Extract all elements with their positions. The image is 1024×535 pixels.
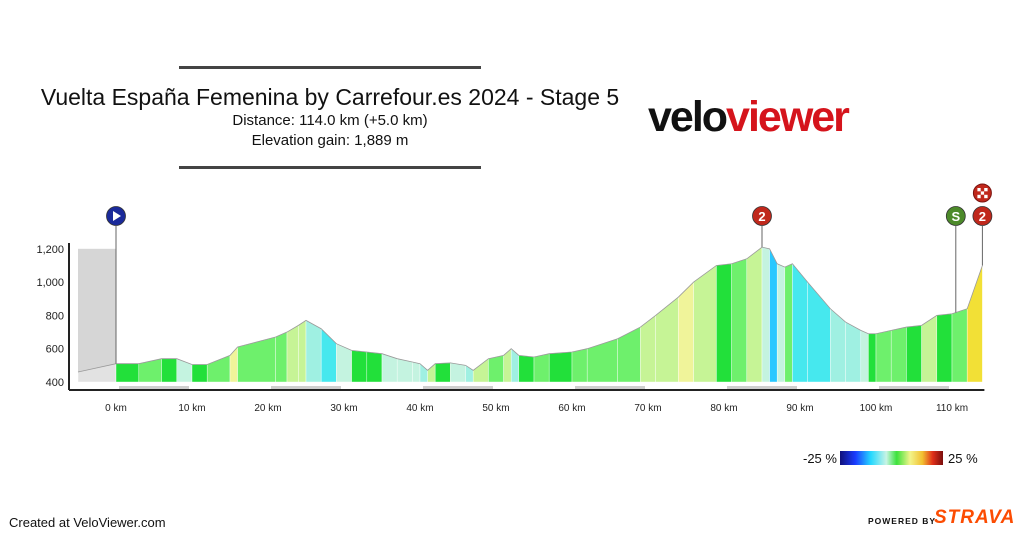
elevation-text: Elevation gain: 1,889 m (251, 132, 409, 149)
profile-segment (617, 326, 641, 383)
distance-band (575, 386, 645, 389)
neutral-zone (78, 248, 116, 382)
profile-segment (936, 313, 953, 383)
profile-segment (435, 362, 451, 383)
play-icon (106, 206, 126, 226)
distance-band (879, 386, 949, 389)
profile-segment (176, 358, 193, 383)
profile-segment (412, 361, 421, 383)
profile-segment (777, 263, 785, 383)
x-tick-label: 0 km (105, 403, 127, 414)
profile-segment (549, 351, 573, 383)
profile-segment (237, 336, 276, 383)
profile-segment (473, 358, 489, 383)
profile-segment (533, 353, 550, 383)
profile-segment (860, 330, 869, 383)
y-tick-label: 1,000 (36, 277, 64, 289)
profile-segment (488, 355, 504, 383)
distance-text: Distance: 114.0 km (+5.0 km) (232, 112, 428, 129)
distance-band (423, 386, 493, 389)
profile-segment (305, 320, 322, 383)
profile-segment (191, 364, 208, 383)
veloviewer-credit[interactable]: Created at VeloViewer.com (9, 515, 166, 530)
profile-segment (807, 281, 831, 383)
profile-segment (275, 331, 288, 383)
profile-segment (229, 346, 238, 383)
x-tick-label: 30 km (330, 403, 357, 414)
distance-band (271, 386, 341, 389)
profile-segment (161, 358, 177, 383)
profile-segment (921, 315, 937, 383)
x-tick-label: 80 km (710, 403, 737, 414)
powered-by-label: POWERED BY (868, 516, 937, 526)
x-tick-label: 50 km (482, 403, 509, 414)
profile-segment (286, 325, 299, 383)
strava-logo[interactable]: STRAVA (934, 507, 1016, 528)
header-rule-top (179, 66, 481, 69)
profile-outline (77, 246, 983, 373)
profile-segment (693, 265, 717, 383)
page-title: Vuelta España Femenina by Carrefour.es 2… (40, 84, 620, 110)
profile-segment (731, 258, 747, 383)
profile-segment (397, 358, 413, 383)
profile-segment (138, 358, 162, 383)
x-tick-label: 100 km (860, 403, 893, 414)
profile-segment (366, 351, 383, 383)
svg-text:2: 2 (979, 209, 986, 224)
x-tick-label: 70 km (634, 403, 661, 414)
profile-segment (845, 321, 861, 383)
gradient-legend-bar (840, 451, 943, 465)
checkered-flag-icon (972, 183, 992, 203)
svg-text:2: 2 (758, 209, 765, 224)
profile-segment (716, 263, 732, 383)
legend-min-label: -25 % (803, 451, 837, 466)
veloviewer-logo[interactable]: veloviewer (648, 93, 850, 141)
profile-segment (906, 325, 922, 383)
y-tick-label: 800 (46, 310, 64, 322)
profile-segment (571, 348, 588, 383)
distance-band (727, 386, 797, 389)
profile-segment (503, 348, 512, 383)
x-tick-label: 20 km (254, 403, 281, 414)
svg-text:S: S (951, 209, 960, 224)
x-tick-label: 90 km (786, 403, 813, 414)
profile-segment (518, 355, 535, 383)
profile-segment (678, 281, 694, 383)
profile-segment (419, 363, 428, 383)
profile-segment (655, 296, 679, 383)
profile-segment (450, 362, 466, 383)
x-tick-label: 10 km (178, 403, 205, 414)
x-tick-label: 60 km (558, 403, 585, 414)
y-tick-label: 600 (46, 344, 64, 356)
profile-segment (792, 263, 808, 383)
profile-segment (761, 246, 770, 383)
y-tick-label: 1,200 (36, 244, 64, 256)
header-rule-bottom (179, 166, 481, 169)
profile-segment (298, 320, 307, 383)
profile-segment (427, 363, 436, 383)
profile-segment (967, 265, 983, 383)
profile-segment (746, 246, 763, 383)
profile-segment (511, 348, 519, 383)
profile-segment (868, 333, 877, 383)
distance-band (119, 386, 189, 389)
profile-segment (769, 248, 778, 383)
y-tick-label: 400 (46, 377, 64, 389)
profile-segment (587, 338, 618, 383)
x-tick-label: 40 km (406, 403, 433, 414)
profile-segment (351, 350, 367, 383)
climb-badge: 2 (972, 206, 993, 226)
profile-segment (891, 326, 907, 383)
profile-segment (875, 330, 892, 383)
profile-segment (115, 363, 139, 383)
profile-segment (784, 263, 793, 383)
legend-max-label: 25 % (948, 451, 978, 466)
sprint-badge: S (945, 206, 966, 226)
profile-segment (951, 308, 968, 383)
x-tick-label: 110 km (936, 403, 968, 414)
climb-badge: 2 (752, 206, 772, 226)
profile-segment (207, 355, 231, 383)
